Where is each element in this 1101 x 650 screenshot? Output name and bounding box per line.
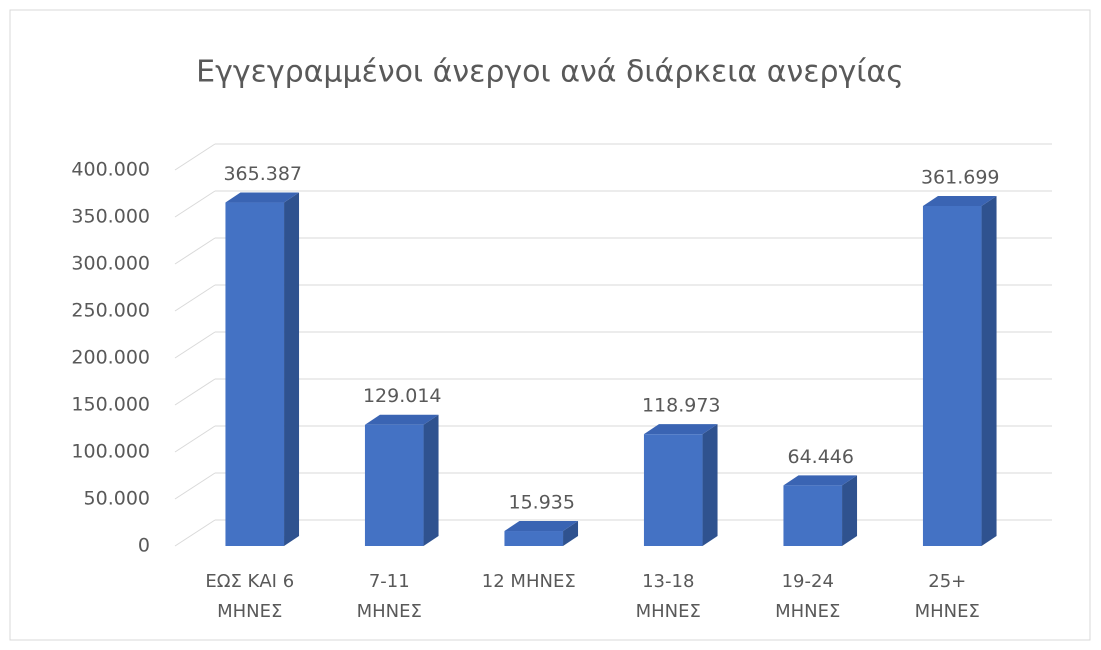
x-tick-label: ΕΩΣ ΚΑΙ 6: [205, 571, 294, 592]
bar-top: [225, 192, 300, 203]
value-label: 15.935: [509, 492, 575, 514]
bar-top: [922, 196, 997, 207]
y-tick-label: 150.000: [71, 394, 150, 416]
x-tick-label: ΜΗΝΕΣ: [915, 601, 980, 622]
bar: [783, 485, 843, 546]
x-tick-label: 13-18: [642, 571, 694, 592]
value-label: 361.699: [921, 167, 1000, 189]
x-tick-label: ΜΗΝΕΣ: [636, 601, 701, 622]
x-tick-label: 12 ΜΗΝΕΣ: [482, 571, 576, 592]
x-tick-label: 19-24: [782, 571, 834, 592]
bar: [922, 206, 982, 547]
bar-side: [563, 521, 579, 546]
grid-line-side: [174, 425, 216, 453]
bar: [364, 424, 424, 546]
y-tick-label: 400.000: [71, 159, 150, 181]
bar-top: [783, 475, 858, 486]
bar: [504, 531, 564, 546]
grid-line-side: [174, 237, 216, 265]
grid-line-side: [174, 472, 216, 500]
grid-line-side: [174, 284, 216, 312]
value-label: 365.387: [223, 163, 302, 185]
bar: [643, 434, 703, 546]
y-tick-label: 0: [138, 535, 150, 557]
value-label: 64.446: [788, 446, 854, 468]
grid-line-side: [174, 190, 216, 218]
grid-line-side: [174, 378, 216, 406]
grid-line-side: [174, 519, 216, 547]
y-tick-label: 300.000: [71, 253, 150, 275]
bar-top: [504, 521, 579, 532]
value-label: 129.014: [363, 385, 442, 407]
chart-title: Εγγεγραμμένοι άνεργοι ανά διάρκεια ανεργ…: [196, 55, 904, 90]
y-tick-label: 100.000: [71, 441, 150, 463]
y-tick-label: 50.000: [84, 488, 150, 510]
grid-line-side: [174, 331, 216, 359]
bar-side: [284, 192, 300, 546]
x-tick-label: 7-11: [369, 571, 410, 592]
x-tick-label: ΜΗΝΕΣ: [217, 601, 282, 622]
y-tick-label: 200.000: [71, 347, 150, 369]
value-label: 118.973: [642, 395, 721, 417]
y-tick-label: 350.000: [71, 206, 150, 228]
bar-top: [364, 414, 439, 425]
grid-line-side: [174, 143, 216, 171]
bar-side: [702, 424, 718, 546]
bar-side: [981, 196, 997, 547]
x-tick-label: ΜΗΝΕΣ: [775, 601, 840, 622]
y-tick-label: 250.000: [71, 300, 150, 322]
bar-side: [842, 475, 858, 546]
bar: [225, 202, 285, 546]
x-tick-label: 25+: [928, 571, 966, 592]
x-tick-label: ΜΗΝΕΣ: [357, 601, 422, 622]
bar-side: [423, 414, 439, 546]
bar-top: [643, 424, 718, 435]
